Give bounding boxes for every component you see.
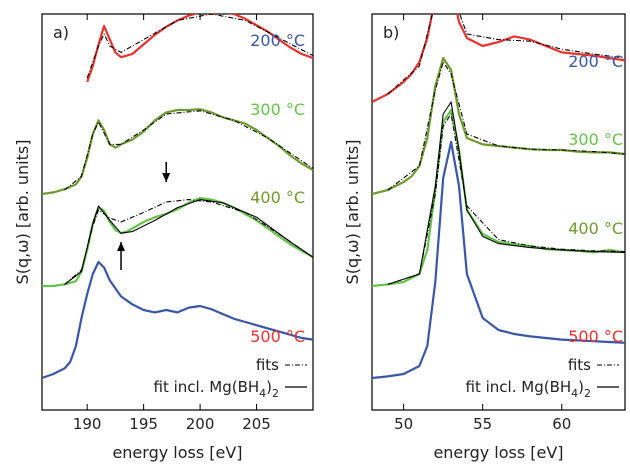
plot-frame xyxy=(41,13,314,411)
annotation-arrow-head xyxy=(162,173,171,182)
fit-line-dashed xyxy=(86,14,313,79)
panel-label: a) xyxy=(53,23,69,42)
series-line-200c xyxy=(372,140,625,380)
series-line-300c xyxy=(42,196,313,288)
x-tick-label: 50 xyxy=(394,415,413,433)
legend-text-part: fit incl. Mg(BH xyxy=(466,378,572,396)
y-axis-label: S(q,ω) [arb. units] xyxy=(343,140,362,285)
fit-line-solid xyxy=(387,101,625,285)
legend-label-fits: fits xyxy=(568,356,591,374)
legend-text-part: 4 xyxy=(259,387,266,400)
legend-label-fits: fits xyxy=(256,356,279,374)
fit-line-solid xyxy=(64,199,313,285)
x-tick-label: 195 xyxy=(129,415,158,433)
legend-text-part: 2 xyxy=(584,387,591,400)
x-tick-label: 60 xyxy=(552,415,571,433)
series-line-400c xyxy=(42,108,313,196)
series-label: 200 °C xyxy=(250,31,305,50)
series-label: 500 °C xyxy=(568,327,623,346)
series-label: 500 °C xyxy=(250,327,305,346)
legend-text-part: 2 xyxy=(272,387,279,400)
x-tick-label: 205 xyxy=(242,415,271,433)
fit-line-dashed xyxy=(64,110,313,191)
plot-frame xyxy=(371,13,626,411)
series-line-200c xyxy=(42,260,313,380)
fit-line-dashed xyxy=(387,61,625,191)
x-tick-label: 55 xyxy=(473,415,492,433)
series-label: 200 °C xyxy=(568,52,623,71)
series-label: 300 °C xyxy=(250,100,305,119)
legend-label-fit-incl: fit incl. Mg(BH4)2 xyxy=(466,378,591,400)
fit-line-dashed xyxy=(387,14,625,95)
series-label: 300 °C xyxy=(568,130,623,149)
x-tick-label: 200 xyxy=(186,415,215,433)
curves xyxy=(42,14,313,380)
x-axis-label: energy loss [eV] xyxy=(112,443,242,462)
y-axis-label: S(q,ω) [arb. units] xyxy=(13,140,32,285)
legend-text-part: 4 xyxy=(571,387,578,400)
annotation-arrow-head xyxy=(117,242,126,251)
legend-label-fit-incl: fit incl. Mg(BH4)2 xyxy=(154,378,279,400)
legend-text-part: fit incl. Mg(BH xyxy=(154,378,260,396)
x-tick-label: 190 xyxy=(73,415,102,433)
panel-label: b) xyxy=(383,23,399,42)
fit-line-dashed xyxy=(64,199,313,285)
curves xyxy=(372,14,625,380)
series-line-500c xyxy=(372,14,625,103)
series-label: 400 °C xyxy=(250,188,305,207)
legend-text-part: ) xyxy=(266,378,272,396)
panel-b: 50 55 60 energy loss [eV] S(q,ω) [arb. units… xyxy=(343,13,626,462)
series-label: 400 °C xyxy=(568,219,623,238)
x-axis-label: energy loss [eV] xyxy=(433,443,563,462)
legend-text-part: ) xyxy=(578,378,584,396)
